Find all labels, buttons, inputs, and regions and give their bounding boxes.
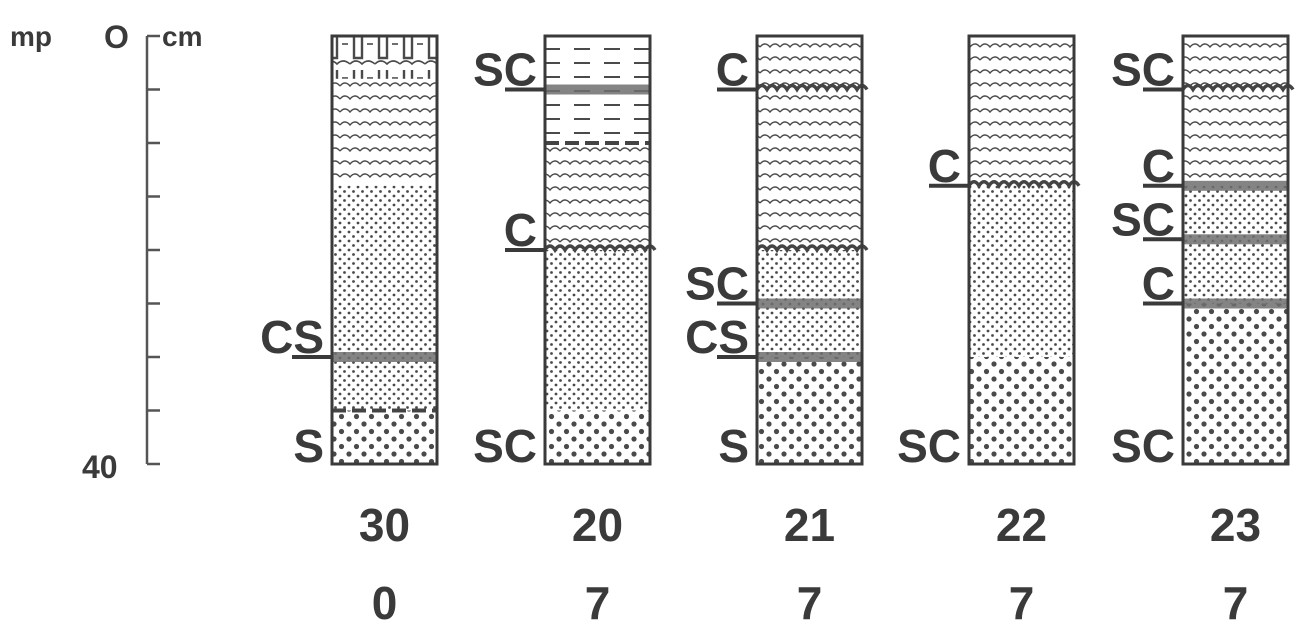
profile-column-30: CS S 30 0 <box>260 34 439 629</box>
layer-label: C <box>716 44 749 96</box>
depth-scale: mp O cm 40 <box>10 19 202 485</box>
depth-scale-unit-label: cm <box>162 21 202 52</box>
boundary-bold <box>757 298 862 309</box>
layer-wavy <box>545 143 650 250</box>
layer-blocky <box>332 36 437 79</box>
boundary-scalloped <box>755 83 869 93</box>
depth-scale-axis <box>145 34 160 466</box>
layer-fine-dots <box>1183 185 1288 240</box>
layer-label: C <box>504 204 537 256</box>
column-value: 0 <box>372 577 398 629</box>
depth-scale-zero-label: O <box>104 19 129 55</box>
layer-label: C <box>1142 258 1175 310</box>
column-outline <box>330 34 439 466</box>
layer-dashes <box>545 36 650 90</box>
column-number: 20 <box>572 499 623 551</box>
layer-wavy <box>332 78 437 186</box>
column-number: 22 <box>996 499 1047 551</box>
column-number: 30 <box>359 499 410 551</box>
layer-wavy <box>1183 89 1288 186</box>
layer-fine-dots <box>757 250 862 304</box>
column-value: 7 <box>797 577 823 629</box>
layer-label: SC <box>897 420 961 472</box>
boundary-bold <box>757 352 862 362</box>
boundary-bold <box>1183 234 1288 245</box>
layer-dashes <box>545 89 650 143</box>
column-number: 23 <box>1210 499 1261 551</box>
layer-label: SC <box>473 44 537 96</box>
profile-column-22: C SC 22 7 <box>897 34 1081 629</box>
layer-label: SC <box>473 420 537 472</box>
column-outline <box>755 34 864 466</box>
column-value: 7 <box>1009 577 1035 629</box>
layer-fine-dots <box>1183 239 1288 304</box>
layer-coarse-dots <box>1183 303 1288 464</box>
layer-label: SC <box>685 258 749 310</box>
layer-wavy <box>969 36 1074 186</box>
layer-fine-dots <box>332 185 437 347</box>
depth-scale-bottom-label: 40 <box>82 449 118 485</box>
layer-label: S <box>293 420 324 472</box>
layer-label: SC <box>1111 420 1175 472</box>
boundary-bold <box>1183 180 1288 191</box>
layer-fine-dots <box>969 185 1074 357</box>
boundary-bold <box>1183 298 1288 309</box>
layer-wavy <box>757 89 862 250</box>
column-value: 7 <box>585 577 611 629</box>
boundary-bold <box>545 84 650 95</box>
layer-label: SC <box>1111 193 1175 245</box>
layer-label: CS <box>685 311 749 363</box>
column-outline <box>967 34 1076 466</box>
layer-label: S <box>718 420 749 472</box>
boundary-scalloped <box>1181 83 1295 93</box>
boundary-scalloped <box>755 244 869 254</box>
layer-wavy <box>757 36 862 90</box>
layer-fine-dots <box>545 250 650 411</box>
column-outline <box>1181 34 1290 466</box>
layer-label: CS <box>260 311 324 363</box>
column-number: 21 <box>784 499 835 551</box>
boundary-scalloped <box>543 244 657 254</box>
layer-coarse-dots <box>545 410 650 464</box>
layer-coarse-dots <box>969 357 1074 464</box>
layer-label: C <box>928 140 961 192</box>
layer-label: SC <box>1111 44 1175 96</box>
layer-label: C <box>1142 140 1175 192</box>
layer-coarse-dots <box>757 357 862 464</box>
layer-coarse-dots <box>332 410 437 464</box>
layer-fine-dots <box>757 303 862 357</box>
boundary-bold <box>332 352 437 362</box>
depth-scale-left-label: mp <box>10 21 52 52</box>
column-value: 7 <box>1223 577 1249 629</box>
layer-wavy <box>1183 36 1288 90</box>
profile-column-20: SC C SC 20 7 <box>473 34 657 629</box>
boundary-scalloped <box>967 180 1081 190</box>
